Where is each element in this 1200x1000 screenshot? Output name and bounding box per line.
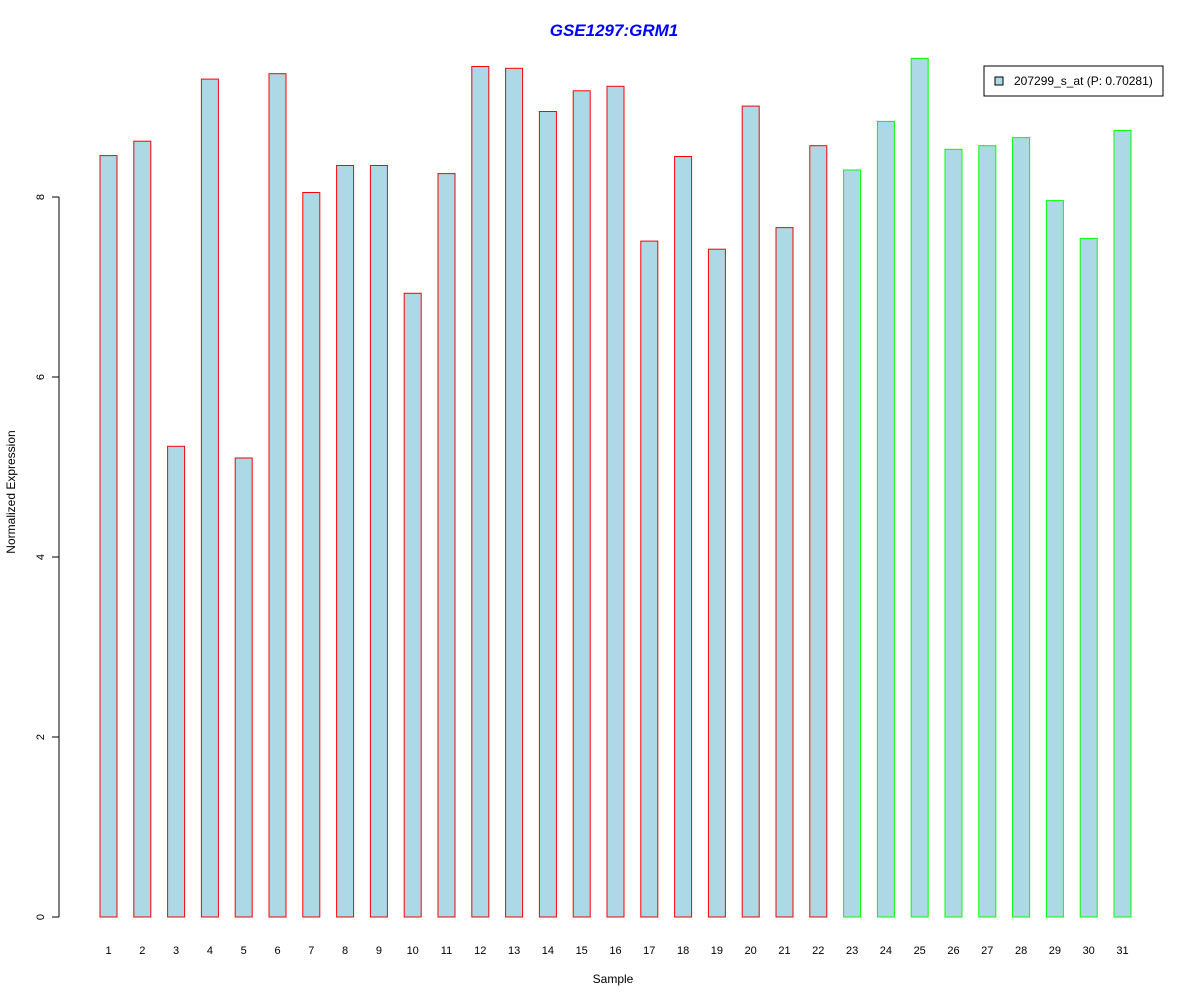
bar-sample-22 (809, 145, 828, 918)
x-axis-tick-label: 1 (105, 945, 111, 957)
x-axis-tick-label: 10 (407, 945, 419, 957)
x-axis-tick-label: 8 (342, 945, 348, 957)
x-axis-tick-label: 29 (1049, 945, 1061, 957)
bar-sample-17 (640, 240, 659, 918)
legend-swatch (994, 76, 1004, 86)
y-axis-tick-label: 8 (35, 194, 47, 200)
bar-sample-21 (775, 227, 794, 918)
x-axis-tick-label: 21 (778, 945, 790, 957)
bar-sample-10 (403, 292, 422, 918)
bars (99, 57, 1132, 918)
bar-sample-19 (707, 248, 726, 918)
x-axis-tick-label: 19 (711, 945, 723, 957)
x-axis-tick-label: 4 (207, 945, 213, 957)
bar-sample-3 (167, 445, 186, 918)
bar-sample-7 (302, 192, 321, 918)
x-axis-tick-label: 13 (508, 945, 520, 957)
x-axis-tick-label: 12 (474, 945, 486, 957)
x-axis-tick-label: 26 (947, 945, 959, 957)
bar-sample-4 (200, 78, 219, 918)
bar-sample-12 (471, 66, 490, 918)
legend-entry-label: 207299_s_at (P: 0.70281) (1014, 74, 1153, 88)
x-axis-tick-label: 22 (812, 945, 824, 957)
x-axis-tick-label: 28 (1015, 945, 1027, 957)
bar-sample-11 (437, 173, 456, 918)
bar-sample-27 (978, 145, 997, 918)
bar-sample-26 (944, 148, 963, 918)
bar-sample-31 (1113, 129, 1132, 918)
x-axis-tick-label: 20 (745, 945, 757, 957)
bar-sample-14 (538, 111, 557, 918)
bar-sample-18 (674, 156, 693, 918)
bar-sample-28 (1012, 137, 1031, 918)
x-axis-tick-label: 2 (139, 945, 145, 957)
x-axis-tick-label: 24 (880, 945, 892, 957)
x-axis-tick-label: 16 (609, 945, 621, 957)
x-axis-tick-label: 30 (1083, 945, 1095, 957)
bar-sample-20 (741, 105, 760, 918)
bar-sample-5 (234, 457, 253, 918)
bar-sample-23 (843, 169, 862, 918)
chart-title: GSE1297:GRM1 (550, 21, 679, 40)
bar-sample-6 (268, 73, 287, 918)
bar-sample-2 (133, 140, 152, 918)
y-axis-tick-label: 0 (35, 914, 47, 920)
bar-sample-8 (336, 165, 355, 918)
x-axis-tick-label: 7 (308, 945, 314, 957)
bar-sample-25 (910, 57, 929, 918)
bar-sample-13 (505, 67, 524, 918)
x-axis-tick-label: 31 (1116, 945, 1128, 957)
y-axis-label: Normalized Expression (4, 430, 18, 553)
legend: 207299_s_at (P: 0.70281) (983, 65, 1164, 97)
x-axis-tick-label: 9 (376, 945, 382, 957)
x-axis-tick-label: 27 (981, 945, 993, 957)
bar-sample-29 (1045, 200, 1064, 918)
x-axis-tick-label: 23 (846, 945, 858, 957)
x-axis-tick-label: 5 (241, 945, 247, 957)
x-axis-tick-label: 3 (173, 945, 179, 957)
x-axis-label: Sample (593, 972, 634, 986)
y-axis: 0 2 4 6 8 (35, 194, 60, 920)
x-axis-tick-label: 15 (576, 945, 588, 957)
x-axis-tick-label: 11 (441, 945, 452, 957)
bar-sample-16 (606, 85, 625, 918)
y-axis-tick-label: 4 (35, 554, 47, 560)
legend-box (983, 65, 1164, 97)
x-axis-tick-label: 17 (643, 945, 655, 957)
x-axis-tick-label: 6 (274, 945, 280, 957)
x-axis-tick-label: 14 (542, 945, 554, 957)
bar-sample-9 (369, 165, 388, 918)
bar-sample-30 (1079, 237, 1098, 918)
bar-sample-24 (876, 120, 895, 918)
bar-sample-1 (99, 155, 118, 918)
x-axis-tick-label: 25 (914, 945, 926, 957)
x-axis-tick-label: 18 (677, 945, 689, 957)
x-axis-tick-labels: 1 2 3 4 5 6 7 8 9 10 11 12 13 14 15 16 17 18 19 20 21 22 23 24 2… (105, 945, 1128, 957)
bar-sample-15 (572, 90, 591, 918)
y-axis-tick-label: 6 (35, 374, 47, 380)
y-axis-tick-label: 2 (35, 734, 47, 740)
